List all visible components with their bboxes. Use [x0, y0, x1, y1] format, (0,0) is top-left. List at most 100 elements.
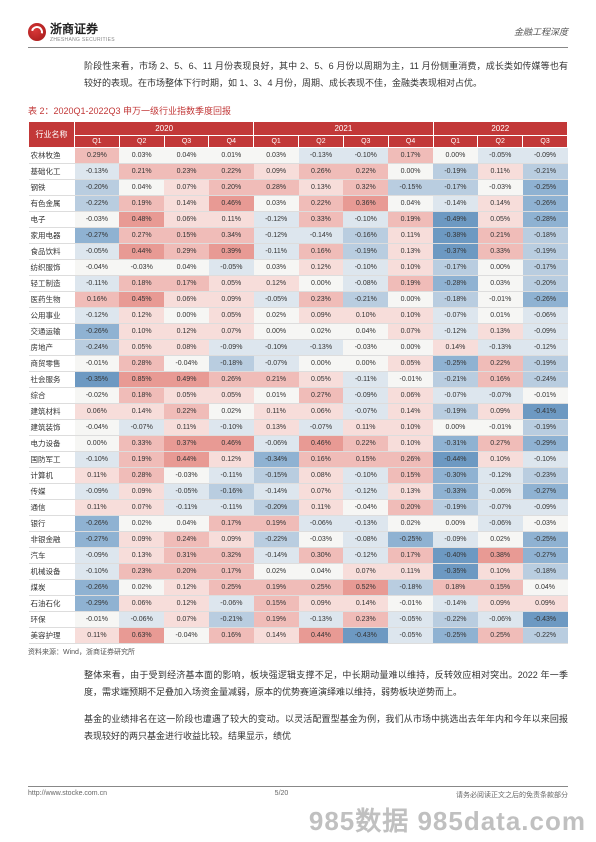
cell-value: -0.26%: [523, 292, 568, 308]
cell-value: 0.02%: [119, 516, 164, 532]
cell-value: -0.01%: [478, 420, 523, 436]
cell-value: 0.19%: [254, 580, 299, 596]
cell-value: 0.01%: [254, 388, 299, 404]
logo-block: 浙商证券 ZHESHANG SECURITIES: [28, 20, 115, 43]
cell-value: 0.10%: [119, 324, 164, 340]
cell-value: -0.04%: [75, 260, 120, 276]
cell-value: 0.07%: [164, 180, 209, 196]
row-label: 农林牧渔: [29, 148, 75, 164]
row-label: 社会服务: [29, 372, 75, 388]
cell-value: -0.05%: [478, 148, 523, 164]
cell-value: 0.19%: [388, 276, 433, 292]
cell-value: -0.35%: [433, 564, 478, 580]
cell-value: 0.33%: [299, 212, 344, 228]
cell-value: 0.15%: [343, 452, 388, 468]
cell-value: -0.06%: [478, 484, 523, 500]
cell-value: 0.04%: [164, 260, 209, 276]
table-row: 石油石化-0.29%0.06%0.12%-0.06%0.15%0.09%0.14…: [29, 596, 568, 612]
cell-value: 0.06%: [119, 596, 164, 612]
table-row: 汽车-0.09%0.13%0.31%0.32%-0.14%0.30%-0.12%…: [29, 548, 568, 564]
cell-value: 0.49%: [164, 372, 209, 388]
cell-value: 0.23%: [343, 612, 388, 628]
cell-value: 0.09%: [478, 404, 523, 420]
cell-value: -0.09%: [523, 148, 568, 164]
cell-value: 0.33%: [478, 244, 523, 260]
cell-value: 0.16%: [209, 628, 254, 644]
cell-value: 0.25%: [478, 628, 523, 644]
row-label: 国防军工: [29, 452, 75, 468]
cell-value: 0.08%: [299, 468, 344, 484]
row-label: 通信: [29, 500, 75, 516]
cell-value: 0.11%: [388, 228, 433, 244]
cell-value: 0.04%: [164, 516, 209, 532]
table-row: 计算机0.11%0.28%-0.03%-0.11%-0.15%0.08%-0.1…: [29, 468, 568, 484]
page-header: 浙商证券 ZHESHANG SECURITIES 金融工程深度: [28, 20, 568, 48]
cell-value: 0.25%: [299, 580, 344, 596]
cell-value: -0.12%: [478, 468, 523, 484]
cell-value: 0.11%: [254, 404, 299, 420]
cell-value: 0.09%: [254, 164, 299, 180]
watermark: 985数据 985data.com: [309, 801, 586, 838]
row-label: 纺织服饰: [29, 260, 75, 276]
cell-value: -0.31%: [433, 436, 478, 452]
cell-value: -0.03%: [75, 212, 120, 228]
cell-value: 0.00%: [254, 324, 299, 340]
cell-value: 0.14%: [478, 196, 523, 212]
cell-value: -0.11%: [343, 372, 388, 388]
cell-value: 0.22%: [299, 196, 344, 212]
cell-value: -0.12%: [254, 212, 299, 228]
cell-value: 0.28%: [119, 468, 164, 484]
cell-value: 0.17%: [164, 276, 209, 292]
cell-value: -0.06%: [478, 612, 523, 628]
cell-value: -0.03%: [164, 468, 209, 484]
outro-paragraph-1: 整体来看，由于受到经济基本面的影响，板块强逻辑支撑不足，中长期动量难以维持，反转…: [84, 667, 568, 701]
cell-value: -0.01%: [523, 388, 568, 404]
cell-value: 0.00%: [299, 276, 344, 292]
cell-value: 0.11%: [209, 212, 254, 228]
cell-value: -0.09%: [75, 484, 120, 500]
cell-value: -0.12%: [343, 484, 388, 500]
cell-value: -0.13%: [478, 340, 523, 356]
cell-value: -0.01%: [388, 372, 433, 388]
cell-value: -0.04%: [75, 420, 120, 436]
cell-value: -0.27%: [523, 484, 568, 500]
cell-value: 0.00%: [388, 340, 433, 356]
cell-value: 0.04%: [299, 564, 344, 580]
cell-value: -0.12%: [433, 324, 478, 340]
cell-value: -0.25%: [523, 180, 568, 196]
cell-value: -0.06%: [478, 516, 523, 532]
cell-value: 0.05%: [299, 372, 344, 388]
cell-value: 0.11%: [343, 420, 388, 436]
cell-value: -0.11%: [164, 500, 209, 516]
cell-value: 0.28%: [254, 180, 299, 196]
cell-value: 0.45%: [119, 292, 164, 308]
cell-value: 0.00%: [478, 260, 523, 276]
cell-value: 0.44%: [299, 628, 344, 644]
cell-value: -0.01%: [388, 596, 433, 612]
cell-value: 0.07%: [299, 484, 344, 500]
cell-value: 0.04%: [343, 324, 388, 340]
row-label: 美容护理: [29, 628, 75, 644]
table-head: 行业名称 2020 2021 2022 Q1Q2Q3Q4Q1Q2Q3Q4Q1Q2…: [29, 122, 568, 148]
cell-value: -0.09%: [343, 388, 388, 404]
cell-value: -0.06%: [254, 436, 299, 452]
cell-value: 0.19%: [254, 612, 299, 628]
row-label: 综合: [29, 388, 75, 404]
cell-value: 0.03%: [119, 148, 164, 164]
cell-value: -0.30%: [433, 468, 478, 484]
cell-value: -0.20%: [254, 500, 299, 516]
cell-value: -0.24%: [75, 340, 120, 356]
cell-value: 0.00%: [388, 292, 433, 308]
cell-value: 0.12%: [254, 276, 299, 292]
cell-value: 0.04%: [523, 580, 568, 596]
cell-value: -0.13%: [299, 612, 344, 628]
cell-value: 0.00%: [433, 420, 478, 436]
cell-value: 0.18%: [433, 580, 478, 596]
cell-value: 0.14%: [164, 196, 209, 212]
industry-return-table: 行业名称 2020 2021 2022 Q1Q2Q3Q4Q1Q2Q3Q4Q1Q2…: [28, 121, 568, 644]
cell-value: 0.07%: [343, 564, 388, 580]
cell-value: 0.30%: [299, 548, 344, 564]
cell-value: -0.03%: [299, 532, 344, 548]
footer-disclaimer: 请务必阅读正文之后的免责条款部分: [456, 790, 568, 800]
cell-value: -0.19%: [523, 244, 568, 260]
